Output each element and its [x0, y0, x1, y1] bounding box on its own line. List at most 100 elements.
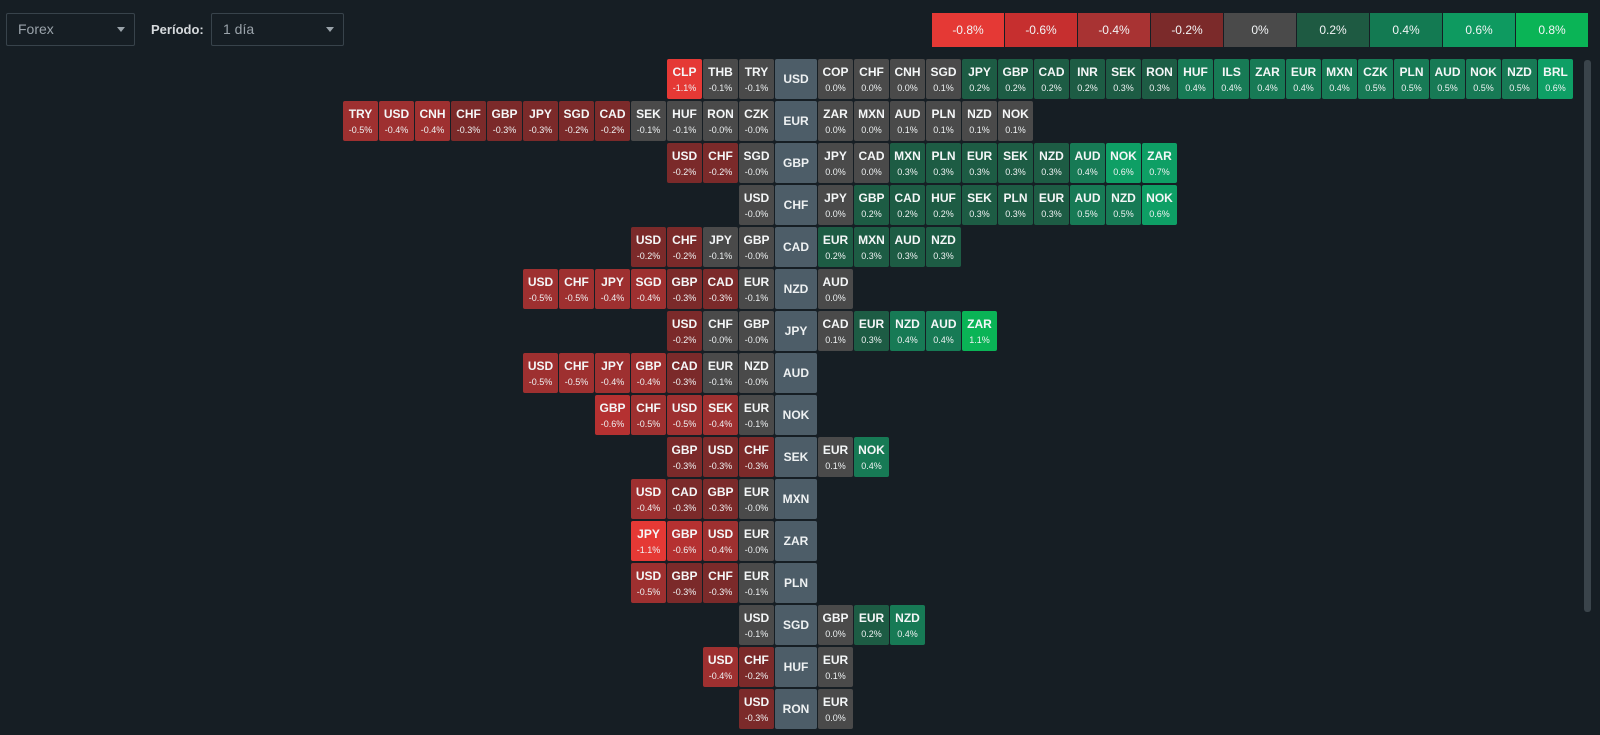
currency-cell[interactable]: PLN 0.3%	[998, 185, 1033, 225]
currency-cell[interactable]: GBP -0.3%	[703, 479, 738, 519]
currency-cell[interactable]: NZD 0.5%	[1106, 185, 1141, 225]
currency-cell[interactable]: CZK 0.5%	[1358, 59, 1393, 99]
currency-cell[interactable]: ZAR 0.7%	[1142, 143, 1177, 183]
currency-cell[interactable]: USD -0.2%	[631, 227, 666, 267]
currency-cell[interactable]: HUF 0.2%	[926, 185, 961, 225]
currency-cell[interactable]: USD -0.0%	[739, 185, 774, 225]
currency-cell[interactable]: CHF -0.3%	[451, 101, 486, 141]
currency-cell[interactable]: MXN 0.3%	[854, 227, 889, 267]
currency-cell[interactable]: CHF -0.5%	[559, 353, 594, 393]
base-currency[interactable]: MXN	[775, 479, 817, 519]
currency-cell[interactable]: GBP -0.3%	[667, 563, 702, 603]
currency-cell[interactable]: EUR -0.0%	[739, 479, 774, 519]
base-currency[interactable]: NZD	[775, 269, 817, 309]
currency-cell[interactable]: USD -0.2%	[667, 143, 702, 183]
currency-cell[interactable]: JPY -0.4%	[595, 353, 630, 393]
currency-cell[interactable]: MXN 0.0%	[854, 101, 889, 141]
currency-cell[interactable]: TRY -0.1%	[739, 59, 774, 99]
currency-cell[interactable]: SEK 0.3%	[962, 185, 997, 225]
currency-cell[interactable]: SGD -0.2%	[559, 101, 594, 141]
currency-cell[interactable]: RON -0.0%	[703, 101, 738, 141]
currency-cell[interactable]: CAD -0.3%	[667, 479, 702, 519]
base-currency[interactable]: ZAR	[775, 521, 817, 561]
base-currency[interactable]: CHF	[775, 185, 817, 225]
currency-cell[interactable]: PLN 0.1%	[926, 101, 961, 141]
currency-cell[interactable]: INR 0.2%	[1070, 59, 1105, 99]
currency-cell[interactable]: NOK 0.6%	[1106, 143, 1141, 183]
currency-cell[interactable]: GBP -0.6%	[667, 521, 702, 561]
currency-cell[interactable]: USD -0.5%	[631, 563, 666, 603]
currency-cell[interactable]: CHF -0.3%	[703, 563, 738, 603]
currency-cell[interactable]: GBP -0.0%	[739, 311, 774, 351]
period-select[interactable]: 1 día	[211, 13, 344, 46]
currency-cell[interactable]: EUR 0.1%	[818, 437, 853, 477]
currency-cell[interactable]: USD -0.3%	[703, 437, 738, 477]
currency-cell[interactable]: PLN 0.5%	[1394, 59, 1429, 99]
currency-cell[interactable]: CHF -0.2%	[739, 647, 774, 687]
currency-cell[interactable]: MXN 0.3%	[890, 143, 925, 183]
currency-cell[interactable]: EUR 0.2%	[854, 605, 889, 645]
currency-cell[interactable]: CZK -0.0%	[739, 101, 774, 141]
currency-cell[interactable]: CAD 0.2%	[1034, 59, 1069, 99]
currency-cell[interactable]: NZD 0.3%	[926, 227, 961, 267]
vertical-scrollbar[interactable]	[1584, 60, 1591, 612]
base-currency[interactable]: CAD	[775, 227, 817, 267]
currency-cell[interactable]: NZD 0.4%	[890, 605, 925, 645]
currency-cell[interactable]: CNH 0.0%	[890, 59, 925, 99]
base-currency[interactable]: GBP	[775, 143, 817, 183]
currency-cell[interactable]: NOK 0.5%	[1466, 59, 1501, 99]
currency-cell[interactable]: GBP 0.2%	[998, 59, 1033, 99]
currency-cell[interactable]: ZAR 0.4%	[1250, 59, 1285, 99]
currency-cell[interactable]: NOK 0.4%	[854, 437, 889, 477]
market-select[interactable]: Forex	[6, 13, 135, 46]
currency-cell[interactable]: MXN 0.4%	[1322, 59, 1357, 99]
currency-cell[interactable]: SGD 0.1%	[926, 59, 961, 99]
currency-cell[interactable]: RON 0.3%	[1142, 59, 1177, 99]
currency-cell[interactable]: CHF 0.0%	[854, 59, 889, 99]
currency-cell[interactable]: NZD 0.5%	[1502, 59, 1537, 99]
currency-cell[interactable]: SEK -0.1%	[631, 101, 666, 141]
currency-cell[interactable]: ZAR 1.1%	[962, 311, 997, 351]
currency-cell[interactable]: GBP 0.0%	[818, 605, 853, 645]
currency-cell[interactable]: NZD 0.4%	[890, 311, 925, 351]
currency-cell[interactable]: SEK -0.4%	[703, 395, 738, 435]
currency-cell[interactable]: USD -0.4%	[379, 101, 414, 141]
currency-cell[interactable]: USD -0.4%	[703, 521, 738, 561]
currency-cell[interactable]: CHF -0.0%	[703, 311, 738, 351]
currency-cell[interactable]: CAD -0.3%	[667, 353, 702, 393]
currency-cell[interactable]: GBP 0.2%	[854, 185, 889, 225]
currency-cell[interactable]: JPY -0.4%	[595, 269, 630, 309]
currency-cell[interactable]: USD -0.2%	[667, 311, 702, 351]
currency-cell[interactable]: CAD 0.0%	[854, 143, 889, 183]
currency-cell[interactable]: EUR -0.1%	[703, 353, 738, 393]
currency-cell[interactable]: EUR 0.3%	[1034, 185, 1069, 225]
currency-cell[interactable]: COP 0.0%	[818, 59, 853, 99]
currency-cell[interactable]: CHF -0.5%	[559, 269, 594, 309]
currency-cell[interactable]: AUD 0.4%	[1070, 143, 1105, 183]
base-currency[interactable]: AUD	[775, 353, 817, 393]
currency-cell[interactable]: GBP -0.0%	[739, 227, 774, 267]
currency-cell[interactable]: GBP -0.6%	[595, 395, 630, 435]
currency-cell[interactable]: CAD 0.1%	[818, 311, 853, 351]
currency-cell[interactable]: USD -0.3%	[739, 689, 774, 729]
currency-cell[interactable]: ILS 0.4%	[1214, 59, 1249, 99]
currency-cell[interactable]: CHF -0.2%	[703, 143, 738, 183]
currency-cell[interactable]: THB -0.1%	[703, 59, 738, 99]
base-currency[interactable]: USD	[775, 59, 817, 99]
currency-cell[interactable]: AUD 0.5%	[1070, 185, 1105, 225]
currency-cell[interactable]: USD -0.5%	[523, 353, 558, 393]
currency-cell[interactable]: EUR -0.1%	[739, 563, 774, 603]
currency-cell[interactable]: AUD 0.0%	[818, 269, 853, 309]
currency-cell[interactable]: JPY 0.0%	[818, 185, 853, 225]
currency-cell[interactable]: SEK 0.3%	[1106, 59, 1141, 99]
currency-cell[interactable]: CHF -0.5%	[631, 395, 666, 435]
currency-cell[interactable]: JPY -1.1%	[631, 521, 666, 561]
currency-cell[interactable]: ZAR 0.0%	[818, 101, 853, 141]
currency-cell[interactable]: NOK 0.1%	[998, 101, 1033, 141]
currency-cell[interactable]: EUR 0.0%	[818, 689, 853, 729]
currency-cell[interactable]: CAD -0.3%	[703, 269, 738, 309]
base-currency[interactable]: EUR	[775, 101, 817, 141]
base-currency[interactable]: NOK	[775, 395, 817, 435]
currency-cell[interactable]: GBP -0.3%	[667, 437, 702, 477]
currency-cell[interactable]: EUR -0.1%	[739, 395, 774, 435]
